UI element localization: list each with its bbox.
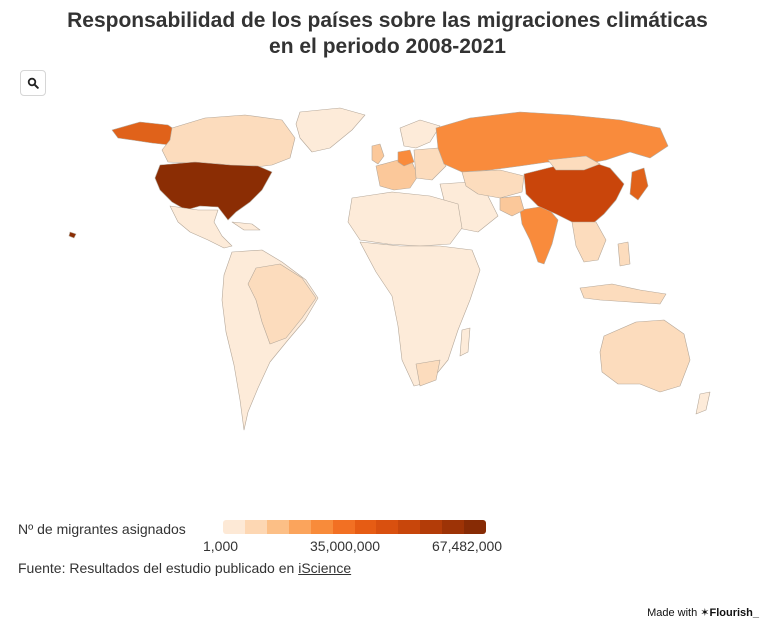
legend-segment [442, 520, 465, 534]
legend-min-label: 1,000 [203, 538, 239, 554]
legend-segment [332, 520, 355, 534]
title-line-1: Responsabilidad de los países sobre las … [67, 9, 708, 32]
country-eastern-europe[interactable] [413, 147, 447, 181]
legend-color-scale [223, 520, 486, 534]
country-usa[interactable] [154, 161, 273, 221]
legend-segment [266, 520, 289, 534]
country-greenland[interactable] [295, 107, 366, 153]
flourish-logo: ✶Flourish_ [700, 607, 759, 619]
country-germany[interactable] [397, 149, 415, 167]
country-south-africa[interactable] [415, 359, 441, 387]
legend-segment [420, 520, 443, 534]
country-madagascar[interactable] [459, 327, 471, 357]
color-legend: Nº de migrantes asignados 1,000 35,000,0… [18, 520, 758, 560]
country-japan[interactable] [629, 167, 649, 201]
country-mongolia[interactable] [547, 155, 601, 171]
world-map[interactable] [0, 100, 775, 450]
country-scandinavia[interactable] [399, 119, 441, 149]
flourish-credit[interactable]: Made with ✶Flourish_ [647, 606, 759, 619]
source-note: Fuente: Resultados del estudio publicado… [18, 560, 351, 576]
source-link[interactable]: iScience [298, 560, 352, 576]
country-north-africa[interactable] [347, 191, 463, 247]
legend-segment [376, 520, 399, 534]
country-canada[interactable] [161, 114, 296, 169]
country-new-zealand[interactable] [695, 391, 711, 415]
country-western-europe[interactable] [375, 159, 419, 191]
country-central-asia[interactable] [461, 169, 525, 199]
chart-title: Responsabilidad de los países sobre las … [0, 8, 775, 60]
world-map-svg [68, 107, 711, 431]
country-brazil[interactable] [247, 263, 317, 345]
source-prefix: Fuente: Resultados del estudio publicado… [18, 560, 299, 576]
credit-prefix: Made with [647, 607, 701, 619]
country-africa[interactable] [359, 241, 481, 387]
country-southeast-asia[interactable] [571, 221, 607, 263]
country-mexico[interactable] [169, 205, 233, 249]
zoom-search-button[interactable] [20, 70, 46, 96]
country-hawaii[interactable] [68, 231, 77, 239]
legend-mid-label: 35,000,000 [310, 538, 381, 554]
legend-segment [244, 520, 267, 534]
search-icon [27, 77, 39, 89]
country-alaska[interactable] [111, 121, 179, 146]
legend-segment [464, 520, 486, 534]
country-india[interactable] [519, 205, 559, 265]
country-caribbean[interactable] [231, 221, 261, 231]
title-line-2: en el periodo 2008-2021 [269, 35, 506, 58]
legend-max-label: 67,482,000 [432, 538, 503, 554]
legend-segment [398, 520, 421, 534]
legend-title: Nº de migrantes asignados [18, 521, 186, 537]
legend-segment [288, 520, 311, 534]
country-russia[interactable] [435, 111, 669, 173]
legend-segment [310, 520, 333, 534]
country-australia[interactable] [599, 319, 691, 393]
country-indonesia[interactable] [579, 283, 667, 305]
country-uk[interactable] [371, 143, 385, 165]
country-philippines[interactable] [617, 241, 631, 267]
country-pakistan[interactable] [499, 195, 525, 217]
legend-segment [223, 520, 245, 534]
legend-segment [354, 520, 377, 534]
